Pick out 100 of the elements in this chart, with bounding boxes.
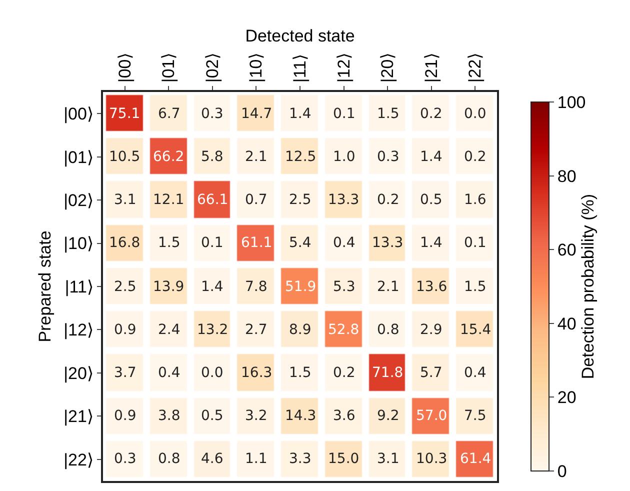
data-label: 16.8: [109, 235, 140, 251]
data-label: 0.3: [377, 149, 400, 165]
data-label: 0.7: [245, 192, 268, 208]
y-tick-label: |01⟩: [64, 148, 94, 167]
data-label: 0.2: [333, 365, 356, 381]
data-label: 1.5: [158, 235, 180, 251]
data-label: 2.5: [114, 279, 136, 295]
data-label: 10.3: [416, 451, 448, 467]
data-label: 1.5: [464, 279, 486, 295]
data-label: 13.6: [416, 279, 448, 295]
data-label: 61.1: [241, 235, 272, 251]
x-tick-label: |10⟩: [246, 52, 266, 83]
data-label: 0.8: [377, 322, 400, 338]
data-label: 16.3: [241, 365, 272, 381]
x-axis-title: Detected state: [245, 26, 355, 46]
data-label: 0.4: [158, 365, 180, 381]
y-tick-label: |00⟩: [64, 104, 94, 124]
data-label: 0.2: [420, 106, 442, 122]
data-label: 0.3: [201, 106, 224, 122]
data-label: 5.8: [201, 149, 224, 165]
data-label: 14.7: [241, 106, 272, 122]
color-bar-label: 20: [557, 388, 576, 408]
color-bar-label: 60: [557, 240, 576, 260]
data-label: 7.8: [245, 279, 268, 295]
data-label: 0.4: [464, 365, 486, 381]
x-tick-label: |22⟩: [466, 52, 485, 83]
data-label: 8.9: [289, 322, 312, 338]
data-label: 14.3: [285, 408, 316, 424]
x-tick-label: |00⟩: [115, 52, 134, 83]
data-label: 1.4: [289, 106, 312, 122]
y-tick-label: |02⟩: [64, 191, 94, 210]
data-label: 0.1: [464, 235, 486, 251]
color-bar-label: 80: [557, 166, 576, 186]
data-label: 3.2: [245, 408, 268, 424]
data-label: 2.1: [377, 279, 400, 295]
color-bar-label: 0: [557, 462, 567, 481]
data-label: 3.1: [114, 192, 136, 208]
data-label: 0.3: [114, 451, 136, 467]
data-label: 5.3: [333, 279, 356, 295]
data-label: 1.4: [420, 149, 442, 165]
data-label: 13.9: [153, 279, 184, 295]
data-label: 0.1: [333, 106, 356, 122]
data-label: 2.1: [245, 149, 268, 165]
y-tick-label: |12⟩: [64, 320, 94, 340]
data-label: 52.8: [328, 322, 360, 338]
data-label: 0.9: [114, 408, 136, 424]
data-label: 1.6: [464, 192, 486, 208]
data-label: 5.4: [289, 235, 312, 251]
data-label: 66.1: [197, 192, 228, 208]
data-label: 2.4: [158, 322, 180, 338]
data-label: 3.8: [158, 408, 180, 424]
x-tick-label: |11⟩: [290, 54, 310, 83]
data-label: 51.9: [285, 279, 316, 295]
data-label: 61.4: [460, 451, 492, 467]
data-label: 13.3: [328, 192, 360, 208]
data-label: 13.2: [197, 322, 228, 338]
data-label: 0.2: [377, 192, 400, 208]
data-label: 1.4: [201, 279, 224, 295]
data-label: 0.0: [464, 106, 486, 122]
x-tick-label: |02⟩: [202, 52, 222, 83]
data-label: 57.0: [416, 408, 448, 424]
data-label: 66.2: [153, 149, 184, 165]
data-label: 1.5: [377, 106, 400, 122]
data-label: 0.5: [201, 408, 224, 424]
data-label: 2.7: [245, 322, 268, 338]
data-label: 9.2: [377, 408, 400, 424]
data-label: 1.0: [333, 149, 356, 165]
data-label: 12.5: [285, 149, 316, 165]
data-label: 2.5: [289, 192, 312, 208]
y-axis-title: Prepared state: [36, 230, 55, 342]
x-tick-label: |21⟩: [422, 52, 441, 83]
data-label: 0.0: [201, 365, 224, 381]
data-label: 0.5: [420, 192, 442, 208]
x-tick-label: |20⟩: [378, 52, 398, 83]
data-label: 15.0: [328, 451, 360, 467]
data-label: 2.9: [420, 322, 442, 338]
data-label: 0.9: [114, 322, 136, 338]
data-label: 5.7: [420, 365, 442, 381]
data-label: 3.7: [114, 365, 136, 381]
color-bar-label: 100: [557, 92, 586, 112]
data-label: 15.4: [460, 322, 492, 338]
x-tick-label: |12⟩: [334, 52, 354, 83]
color-bar-title: Detection probability (%): [578, 194, 598, 380]
color-bar-label: 40: [557, 314, 576, 334]
data-label: 1.1: [245, 451, 268, 467]
y-tick-label: |21⟩: [64, 407, 94, 426]
y-tick-label: |11⟩: [64, 277, 94, 296]
data-label: 1.5: [289, 365, 312, 381]
data-label: 0.4: [333, 235, 356, 251]
data-label: 0.2: [464, 149, 486, 165]
data-label: 12.1: [153, 192, 184, 208]
data-label: 3.6: [333, 408, 356, 424]
data-label: 0.8: [158, 451, 180, 467]
data-label: 1.4: [420, 235, 442, 251]
data-label: 6.7: [158, 106, 180, 122]
data-label: 4.6: [201, 451, 224, 467]
data-label: 71.8: [372, 365, 404, 381]
data-label: 13.3: [372, 235, 404, 251]
x-tick-label: |01⟩: [159, 52, 178, 83]
data-label: 0.1: [201, 235, 224, 251]
